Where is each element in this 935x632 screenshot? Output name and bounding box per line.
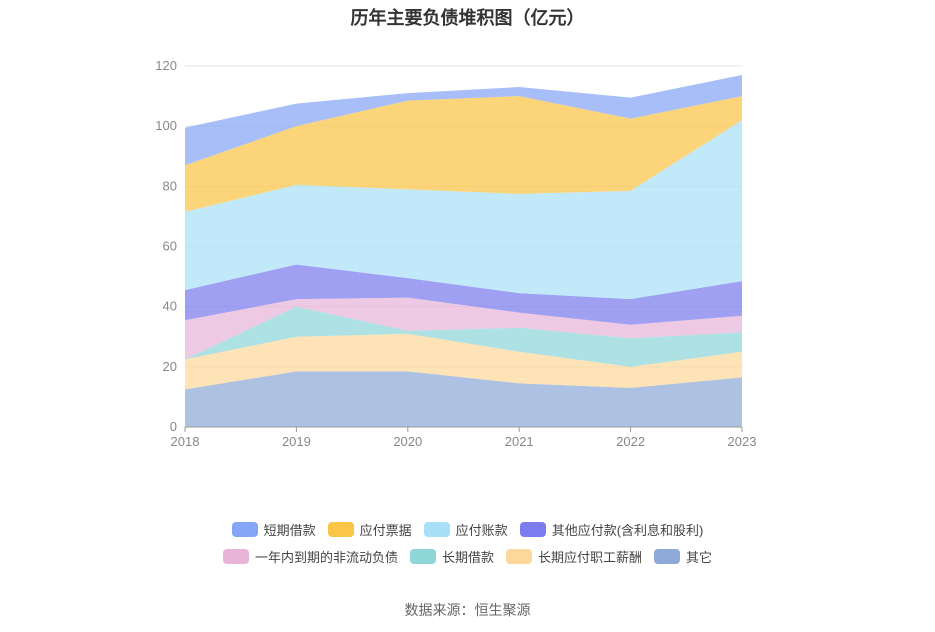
y-tick-label: 60 (163, 239, 177, 254)
legend-label: 其它 (686, 550, 713, 565)
area-series-0 (185, 371, 742, 427)
legend-row-1: 短期借款 应付票据 应付账款 其他应付款(含利息和股利) (0, 520, 935, 539)
legend-swatch (654, 549, 681, 564)
axis-layer: 0 20 40 60 80 100 120 2018 2019 2020 2021 2022 2023 (155, 58, 756, 449)
area-layer (185, 75, 742, 427)
legend-swatch (423, 522, 450, 537)
area-series-6 (185, 96, 742, 212)
x-tick-label: 2022 (616, 434, 645, 449)
legend-item[interactable]: 一年内到期的非流动负债 (222, 547, 398, 566)
y-tick-label: 80 (163, 178, 177, 193)
legend-row-2: 一年内到期的非流动负债 长期借款 长期应付职工薪酬 其它 (0, 547, 935, 566)
area-series-3 (185, 297, 742, 360)
legend-label: 短期借款 (263, 523, 316, 538)
legend-item[interactable]: 其它 (654, 547, 712, 566)
legend-swatch (506, 549, 532, 564)
x-tick-label: 2023 (728, 434, 757, 449)
area-series-1 (185, 333, 742, 390)
area-series-4 (185, 264, 742, 325)
chart-title: 历年主要负债堆积图（亿元） (350, 8, 585, 28)
legend-item[interactable]: 应付账款 (423, 520, 508, 539)
y-tick-label: 120 (155, 58, 177, 73)
legend-label: 应付票据 (359, 523, 412, 538)
legend-label: 一年内到期的非流动负债 (254, 550, 398, 565)
area-series-7 (185, 75, 742, 166)
y-tick-label: 0 (170, 419, 177, 434)
legend-swatch (231, 522, 258, 537)
area-series-2 (185, 306, 742, 367)
area-series-5 (185, 120, 742, 300)
x-tick-label: 2018 (171, 434, 200, 449)
legend-label: 长期应付职工薪酬 (538, 550, 643, 565)
y-tick-label: 100 (155, 118, 177, 133)
x-tick-label: 2019 (282, 434, 311, 449)
legend-label: 其他应付款(含利息和股利) (551, 523, 704, 538)
legend-swatch (519, 522, 546, 537)
legend-item[interactable]: 长期借款 (409, 547, 494, 566)
y-tick-label: 20 (163, 359, 177, 374)
legend-swatch (222, 549, 249, 564)
legend-item[interactable]: 其他应付款(含利息和股利) (519, 520, 704, 539)
legend-swatch (327, 522, 354, 537)
legend-swatch (409, 549, 436, 564)
legend-label: 长期借款 (441, 550, 494, 565)
x-tick-label: 2021 (505, 434, 534, 449)
legend-label: 应付账款 (455, 523, 508, 538)
data-source-note: 数据来源：恒生聚源 (404, 602, 531, 618)
y-tick-label: 40 (163, 299, 177, 314)
legend-item[interactable]: 长期应付职工薪酬 (506, 547, 642, 566)
legend-item[interactable]: 短期借款 (231, 520, 316, 539)
x-tick-label: 2020 (393, 434, 422, 449)
legend-item[interactable]: 应付票据 (327, 520, 412, 539)
